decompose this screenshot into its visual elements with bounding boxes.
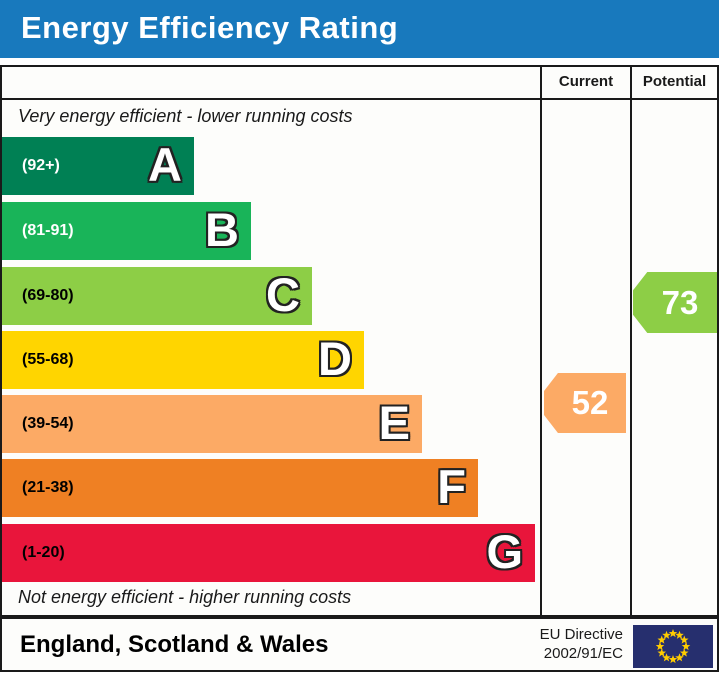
- potential-column-header: Potential: [642, 73, 707, 90]
- band-row-c: (69-80) C: [2, 267, 312, 325]
- region-label: England, Scotland & Wales: [20, 631, 329, 658]
- eu-directive-line2: 2002/91/EC: [543, 645, 623, 662]
- footer-bar: England, Scotland & Wales EU Directive 2…: [0, 617, 719, 672]
- band-row-g: (1-20) G: [2, 524, 535, 582]
- band-letter: C: [266, 268, 300, 321]
- band-row-b: (81-91) B: [2, 202, 251, 260]
- page-title: Energy Efficiency Rating: [21, 10, 399, 45]
- band-row-f: (21-38) F: [2, 459, 478, 517]
- potential-rating-value: 73: [661, 283, 699, 321]
- band-range-label: (1-20): [22, 544, 65, 561]
- band-range-label: (39-54): [22, 415, 74, 432]
- band-row-a: (92+) A: [2, 137, 194, 195]
- band-letter: D: [318, 332, 352, 385]
- bottom-note: Not energy efficient - higher running co…: [18, 587, 352, 607]
- current-rating-arrow: 52: [544, 373, 626, 433]
- band-letter: A: [148, 138, 182, 191]
- current-rating-value: 52: [571, 384, 609, 421]
- eu-flag-icon: [633, 625, 713, 668]
- potential-rating-arrow: 73: [633, 272, 717, 333]
- eu-directive-line1: EU Directive: [539, 626, 623, 643]
- band-range-label: (92+): [22, 157, 60, 174]
- potential-column-divider: [630, 65, 632, 617]
- top-note: Very energy efficient - lower running co…: [18, 106, 353, 126]
- band-letter: F: [437, 460, 466, 513]
- band-range-label: (21-38): [22, 479, 74, 496]
- band-range-label: (81-91): [22, 222, 74, 239]
- band-range-label: (55-68): [22, 351, 74, 368]
- band-range-label: (69-80): [22, 287, 74, 304]
- current-column-header: Current: [558, 73, 614, 90]
- header-divider: [0, 98, 719, 100]
- band-letter: G: [486, 525, 523, 578]
- band-row-e: (39-54) E: [2, 395, 422, 453]
- title-bar: Energy Efficiency Rating: [0, 0, 719, 58]
- band-row-d: (55-68) D: [2, 331, 364, 389]
- band-letter: E: [378, 396, 410, 449]
- band-letter: B: [205, 203, 239, 256]
- current-column-divider: [540, 65, 542, 617]
- eu-directive-text: EU Directive 2002/91/EC: [540, 625, 623, 663]
